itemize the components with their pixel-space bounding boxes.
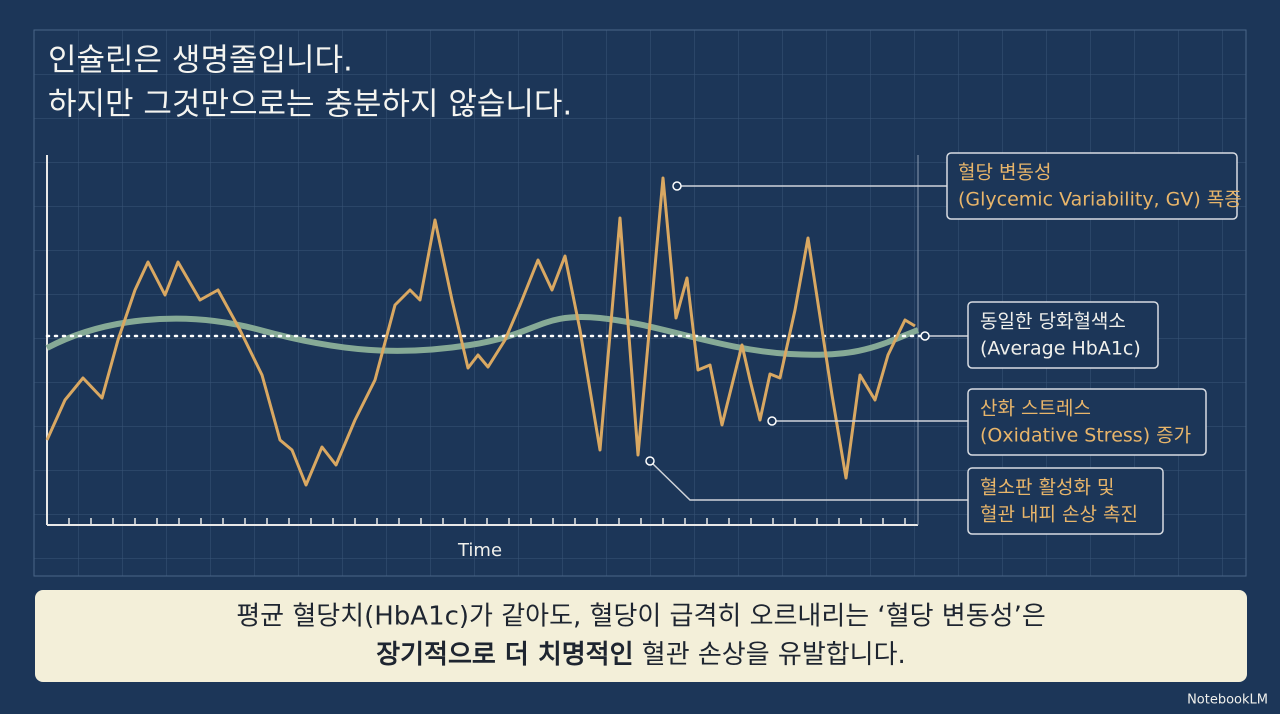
annotation-text: 혈관 내피 손상 촉진	[980, 504, 1138, 526]
title-line: 하지만 그것만으로는 충분하지 않습니다.	[48, 87, 572, 123]
x-ticks	[68, 518, 906, 525]
annotation-text: (Oxidative Stress) 증가	[980, 425, 1191, 447]
annotation-text: (Average HbA1c)	[980, 338, 1141, 360]
tick-marks	[68, 518, 906, 525]
glucose-line	[45, 176, 916, 487]
annotation-text: 혈소판 활성화 및	[980, 477, 1114, 499]
title-line: 인슐린은 생명줄입니다.	[48, 43, 353, 79]
footer-line: 평균 혈당치(HbA1c)가 같아도, 혈당이 급격히 오르내리는 ‘혈당 변동…	[236, 602, 1046, 632]
footer-line: 장기적으로 더 치명적인 혈관 손상을 유발합니다.	[376, 640, 906, 670]
annotation-text: 산화 스트레스	[980, 398, 1091, 420]
connector-dots	[645, 181, 930, 466]
annotation-text: 혈당 변동성	[958, 162, 1051, 184]
footer-bold: 장기적으로 더 치명적인	[376, 640, 633, 670]
x-axis-label: Time	[457, 540, 502, 561]
annotation-text: (Glycemic Variability, GV) 폭증	[958, 189, 1242, 211]
footer-box	[35, 590, 1247, 682]
annotation-text: 동일한 당화혈색소	[980, 311, 1126, 333]
brand: NotebookLM	[1187, 693, 1268, 708]
footer-rest: 혈관 손상을 유발합니다.	[634, 640, 906, 670]
connectors	[652, 185, 968, 501]
average-wave	[45, 314, 920, 358]
annotation-boxes	[946, 152, 1238, 535]
